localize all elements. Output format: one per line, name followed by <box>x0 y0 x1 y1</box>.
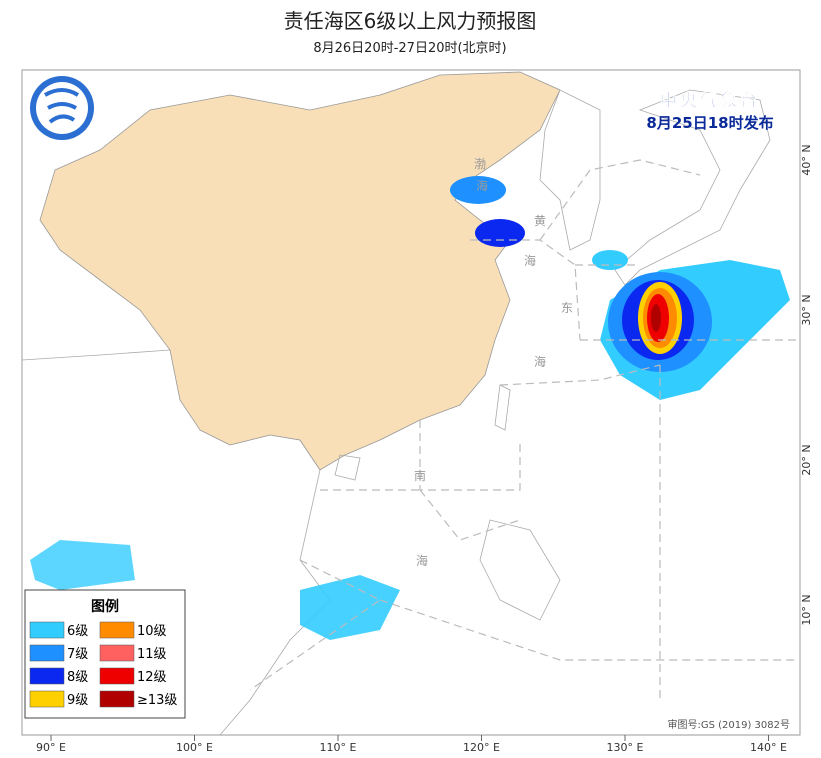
legend: 图例 6级 10级 7级 11级 8级 12级 9级 ≥13级 <box>24 589 186 719</box>
wind-area-yellow <box>475 219 525 247</box>
hainan <box>334 454 361 481</box>
agency: 中央气象台 <box>660 90 760 111</box>
legend-label: 10级 <box>137 624 167 639</box>
legend-swatch <box>29 690 65 708</box>
wind-area-bohai <box>450 176 506 204</box>
legend-swatch <box>99 644 135 662</box>
lat-label: 30° N <box>800 294 813 325</box>
sea-label: 东 <box>561 301 573 315</box>
lat-label: 20° N <box>800 444 813 475</box>
lat-label: 10° N <box>800 594 813 625</box>
lon-label: 120° E <box>463 741 500 754</box>
sea-label: 海 <box>476 178 488 193</box>
legend-label: ≥13级 <box>137 693 177 708</box>
legend-label: 6级 <box>67 624 88 639</box>
legend-label: 7级 <box>67 647 88 662</box>
lon-label: 100° E <box>176 741 213 754</box>
logo <box>30 76 94 140</box>
legend-swatch <box>29 621 65 639</box>
taiwan <box>494 384 511 431</box>
china-land <box>39 71 561 471</box>
legend-label: 11级 <box>137 647 167 662</box>
lon-label: 140° E <box>750 741 787 754</box>
wind-area <box>592 250 628 270</box>
subtitle: 8月26日20时-27日20时(北京时) <box>313 41 506 56</box>
legend-swatch <box>99 621 135 639</box>
title: 责任海区6级以上风力预报图 <box>284 9 537 33</box>
japan <box>614 89 771 286</box>
legend-label: 9级 <box>67 693 88 708</box>
sea-label: 海 <box>534 354 546 369</box>
legend-title: 图例 <box>91 598 119 615</box>
sea-label: 黄 <box>534 214 546 228</box>
lon-labels: 90° E 100° E 110° E 120° E 130° E 140° E <box>36 735 787 754</box>
lon-label: 130° E <box>607 741 644 754</box>
legend-swatch <box>29 667 65 685</box>
legend-swatch <box>99 667 135 685</box>
wind-area-west <box>30 540 135 590</box>
lat-label: 40° N <box>800 144 813 175</box>
lon-label: 90° E <box>36 741 66 754</box>
legend-label: 12级 <box>137 670 167 685</box>
sea-label: 渤 <box>474 157 486 171</box>
approval: 审图号:GS (2019) 3082号 <box>667 718 790 731</box>
lat-labels: 40° N 30° N 20° N 10° N <box>800 144 813 625</box>
legend-swatch <box>99 690 135 708</box>
legend-swatch <box>29 644 65 662</box>
sea-label: 海 <box>524 253 536 268</box>
sea-label: 南 <box>414 468 426 483</box>
issue-time: 8月25日18时发布 <box>646 114 773 132</box>
korea <box>539 89 601 251</box>
sea-label: 海 <box>416 553 428 568</box>
lon-label: 110° E <box>320 741 357 754</box>
wind-area-south <box>300 575 400 640</box>
philippines <box>479 519 561 621</box>
legend-label: 8级 <box>67 670 88 685</box>
